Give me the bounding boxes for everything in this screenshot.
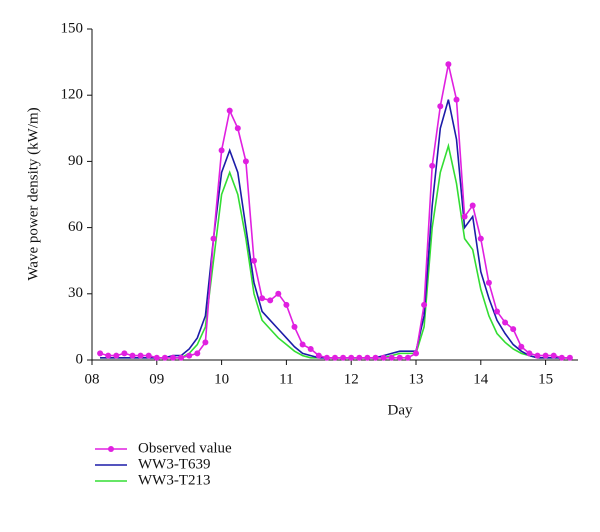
data-point xyxy=(137,352,144,359)
data-point xyxy=(445,61,452,68)
y-tick-label: 60 xyxy=(68,219,83,235)
data-point xyxy=(251,257,257,264)
data-point xyxy=(323,354,330,361)
x-axis-label: Day xyxy=(388,402,413,418)
legend-label: WW3-T213 xyxy=(138,472,210,488)
series-line xyxy=(100,99,570,359)
data-point xyxy=(526,350,533,357)
data-point xyxy=(332,354,338,361)
data-point xyxy=(494,308,500,315)
data-point xyxy=(421,301,428,308)
data-point xyxy=(340,354,347,361)
data-point xyxy=(242,158,249,165)
data-point xyxy=(437,103,444,110)
data-point xyxy=(299,341,306,348)
data-point xyxy=(170,354,176,361)
data-point xyxy=(502,319,509,326)
data-point xyxy=(566,354,573,361)
data-point xyxy=(429,162,436,169)
x-tick-label: 14 xyxy=(473,371,489,387)
data-point xyxy=(307,345,314,352)
y-tick-label: 30 xyxy=(68,285,83,301)
data-point xyxy=(485,279,492,286)
y-axis-label: Wave power density (kW/m) xyxy=(25,107,41,280)
data-point xyxy=(194,350,201,357)
data-point xyxy=(550,352,557,359)
legend-label: WW3-T639 xyxy=(138,456,210,472)
data-point xyxy=(348,354,355,361)
data-point xyxy=(291,323,298,330)
data-point xyxy=(380,354,387,361)
data-point xyxy=(105,352,112,359)
data-point xyxy=(226,107,233,114)
x-tick-label: 10 xyxy=(214,371,229,387)
y-tick-label: 90 xyxy=(68,153,83,169)
data-point xyxy=(234,125,241,132)
legend-label: Observed value xyxy=(138,440,232,456)
legend-marker xyxy=(108,446,114,452)
x-tick-label: 08 xyxy=(85,371,100,387)
data-point xyxy=(356,354,363,361)
data-point xyxy=(218,147,225,154)
data-point xyxy=(558,354,565,361)
data-point xyxy=(542,352,549,359)
data-point xyxy=(510,326,517,333)
data-point xyxy=(413,350,419,357)
data-point xyxy=(178,354,185,361)
data-point xyxy=(283,301,290,308)
y-tick-label: 120 xyxy=(61,87,84,103)
data-point xyxy=(267,297,274,304)
data-point xyxy=(364,354,371,361)
x-tick-label: 15 xyxy=(538,371,553,387)
data-point xyxy=(534,352,541,359)
data-point xyxy=(202,339,209,346)
data-point xyxy=(113,352,120,359)
series-line xyxy=(99,64,570,359)
data-point xyxy=(275,290,282,297)
data-point xyxy=(372,354,379,361)
data-point xyxy=(469,202,476,209)
x-tick-label: 12 xyxy=(344,371,359,387)
data-point xyxy=(461,213,468,220)
data-point xyxy=(153,354,160,361)
data-point xyxy=(315,352,322,359)
data-point xyxy=(259,295,266,302)
data-point xyxy=(477,235,484,242)
data-point xyxy=(210,235,217,242)
data-point xyxy=(121,350,128,357)
y-tick-label: 0 xyxy=(76,351,84,367)
data-point xyxy=(453,96,460,103)
data-point xyxy=(97,350,104,357)
x-tick-label: 13 xyxy=(409,371,424,387)
data-point xyxy=(396,354,403,361)
data-point xyxy=(186,352,193,359)
data-point xyxy=(145,352,152,359)
data-point xyxy=(518,343,525,350)
series-line xyxy=(100,142,570,359)
data-point xyxy=(161,354,168,361)
data-point xyxy=(404,354,411,361)
x-tick-label: 09 xyxy=(149,371,164,387)
data-point xyxy=(388,354,395,361)
x-tick-label: 11 xyxy=(279,371,293,387)
data-point xyxy=(129,352,136,359)
y-tick-label: 150 xyxy=(61,20,84,36)
